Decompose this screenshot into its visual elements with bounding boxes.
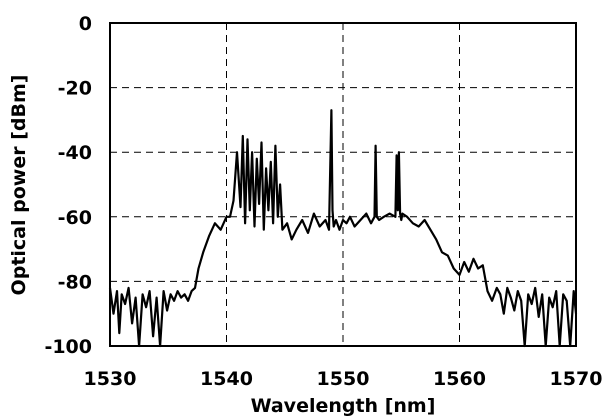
y-tick-label: -100: [44, 336, 92, 358]
y-tick-label: -40: [58, 142, 92, 164]
x-tick-label: 1540: [200, 368, 253, 390]
plot-frame: [109, 22, 577, 347]
y-axis-ticks: 0 -20 -40 -60 -80 -100: [44, 13, 92, 358]
y-tick-label: -80: [58, 271, 92, 293]
x-tick-label: 1530: [84, 368, 137, 390]
optical-power-line: [108, 109, 578, 348]
x-axis-ticks: 1530 1540 1550 1560 1570: [84, 368, 603, 390]
x-tick-label: 1550: [317, 368, 370, 390]
y-tick-label: 0: [79, 13, 92, 35]
y-tick-label: -20: [58, 78, 92, 100]
x-axis-label: Wavelength [nm]: [251, 395, 436, 417]
y-tick-label: -60: [58, 207, 92, 229]
x-tick-label: 1560: [433, 368, 486, 390]
y-axis-label: Optical power [dBm]: [8, 75, 30, 296]
gridlines: [110, 23, 576, 346]
x-tick-label: 1570: [550, 368, 603, 390]
